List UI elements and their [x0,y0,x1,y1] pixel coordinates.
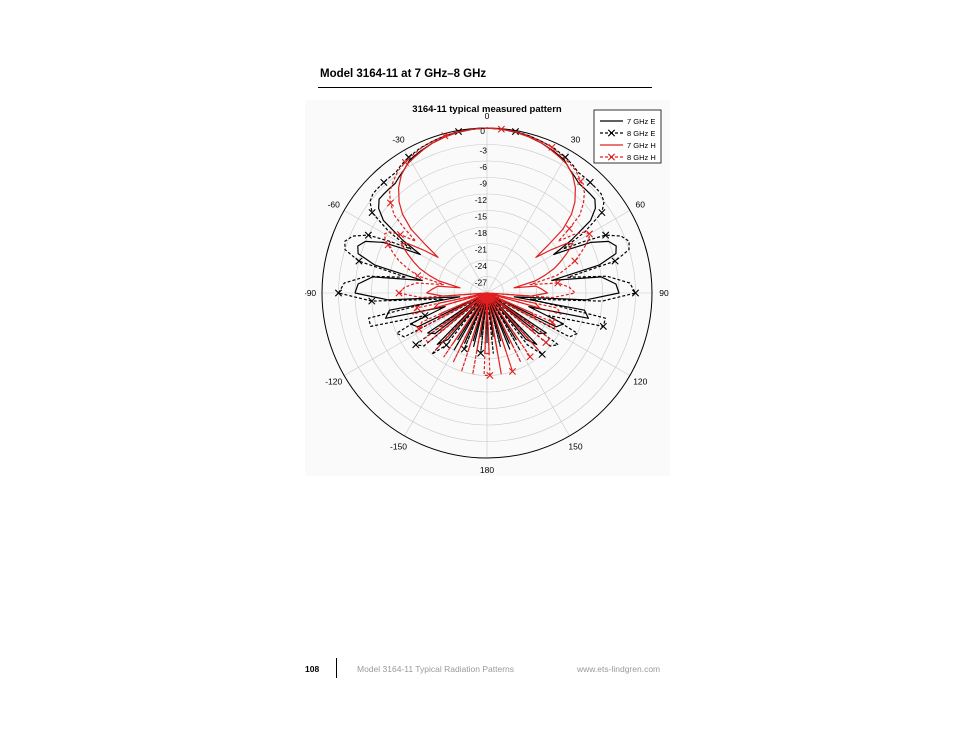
legend-label: 7 GHz E [627,117,655,126]
angle-tick-label: 180 [480,465,494,475]
footer-rule [336,658,337,678]
angle-tick-label: -30 [392,135,405,145]
legend-label: 8 GHz H [627,153,656,162]
series-marker [565,225,573,233]
angle-tick-label: -150 [390,441,407,451]
series-marker [607,129,616,137]
series-marker [586,178,594,186]
series-marker [364,231,372,239]
grid-spoke [404,149,488,294]
series-marker [421,311,429,320]
radial-tick-label: -18 [475,228,488,238]
series-marker [405,153,413,161]
radial-tick-label: -27 [475,278,488,288]
series-marker [602,231,610,239]
series-marker [526,353,534,361]
series-marker [414,272,422,280]
angle-tick-label: 0 [485,111,490,121]
page-heading: Model 3164-11 at 7 GHz–8 GHz [320,68,487,80]
series-marker [548,143,556,151]
series-marker [571,257,579,265]
angle-tick-label: -90 [305,288,316,298]
series-marker [538,350,546,358]
series-marker [386,199,395,207]
radial-tick-label: -21 [475,245,488,255]
grid-spoke [486,210,631,294]
heading-rule [318,87,652,88]
series-marker [384,241,392,249]
radial-tick-label: -24 [475,261,488,271]
grid-spoke [343,292,488,376]
angle-tick-label: 150 [568,441,582,451]
legend-label: 8 GHz E [627,129,655,138]
series-marker [355,257,363,265]
series-marker [368,208,376,217]
angle-tick-label: -60 [328,200,341,210]
angle-tick-label: 30 [571,135,581,145]
radial-tick-label: -12 [475,195,488,205]
grid-spoke [343,210,488,294]
grid-spoke [486,149,570,294]
label-group: 0 30 60 90 120 150 180 -150 -120 -90 -60 -30 0 -3 -6 -9… [305,111,669,475]
grid-spoke [486,292,631,376]
legend-label: 7 GHz H [627,141,656,150]
series-marker [599,322,607,330]
series-marker [368,297,376,305]
angle-tick-label: -120 [325,377,342,387]
angle-tick-label: 120 [633,377,647,387]
series-marker [412,341,420,349]
series-marker [460,345,468,353]
footer-url: www.ets-lindgren.com [577,664,661,674]
chart-title: 3164-11 typical measured pattern [412,104,562,115]
series-marker [334,289,343,297]
series-marker [413,304,421,312]
series-marker [497,125,505,133]
series-marker [401,158,409,166]
series-marker [598,208,606,217]
series-8-ghz-h [384,125,593,380]
radial-tick-label: -6 [479,162,487,172]
series-group [334,125,640,380]
radial-tick-label: 0 [480,126,485,136]
series-line [384,127,590,376]
series-marker [554,279,562,287]
series-marker [415,325,423,333]
polar-chart: 0 30 60 90 120 150 180 -150 -120 -90 -60 -30 0 -3 -6 -9… [305,100,670,476]
angle-tick-label: 60 [636,200,646,210]
series-marker [486,371,494,380]
series-marker [396,230,404,239]
series-marker [585,230,593,238]
series-marker [380,178,388,186]
page-number: 108 [305,664,320,674]
radial-tick-label: -15 [475,212,488,222]
radial-tick-label: -3 [479,146,487,156]
series-marker [395,289,403,297]
series-marker [611,257,619,265]
legend-box [593,109,662,164]
series-marker [561,153,569,161]
series-marker [577,177,585,185]
series-marker [441,132,449,140]
radial-tick-label: -9 [479,179,487,189]
series-marker [542,338,550,347]
chart-legend: 7 GHz E 8 GHz E 7 GHz H 8 GHz H [593,109,662,164]
angle-tick-label: 90 [659,288,669,298]
series-marker [508,367,517,376]
series-marker [442,341,450,349]
series-marker [631,289,640,297]
series-marker [477,349,485,357]
series-marker [548,318,556,326]
footer-title: Model 3164-11 Typical Radiation Patterns [357,664,515,674]
series-marker [607,153,616,161]
